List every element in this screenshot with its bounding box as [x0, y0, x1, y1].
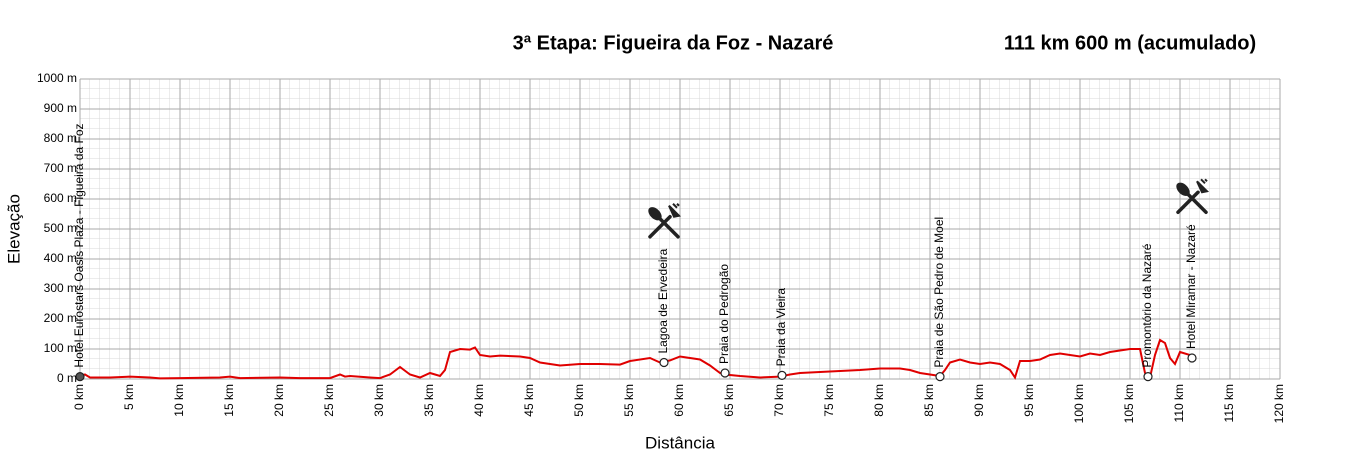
x-tick-label: 0 km — [72, 384, 86, 410]
waypoint-label: Hotel Eurostars Oasis Plaza - Figueira d… — [72, 123, 86, 367]
x-tick-label: 90 km — [972, 384, 986, 417]
x-tick-label: 60 km — [672, 384, 686, 417]
grid — [79, 78, 1281, 380]
x-tick-label: 95 km — [1022, 384, 1036, 417]
x-tick-label: 120 km — [1272, 384, 1286, 423]
x-tick-label: 25 km — [322, 384, 336, 417]
waypoint-label: Hotel Miramar - Nazaré — [1184, 224, 1198, 349]
waypoint-label: Lagoa de Ervedeira — [656, 248, 670, 353]
x-tick-label: 35 km — [422, 384, 436, 417]
x-tick-label: 115 km — [1222, 384, 1236, 422]
waypoint-label: Praia da Vieira — [774, 288, 788, 367]
y-tick-label: 1000 m — [37, 71, 77, 85]
x-tick-label: 50 km — [572, 384, 586, 417]
x-tick-label: 85 km — [922, 384, 936, 417]
waypoint-label: Praia de São Pedro de Moel — [932, 217, 946, 368]
waypoint-marker — [1143, 372, 1153, 382]
x-tick-label: 40 km — [472, 384, 486, 417]
y-tick-label: 300 m — [44, 281, 77, 295]
chart-title: 3ª Etapa: Figueira da Foz - Nazaré — [513, 32, 834, 54]
y-tick-label: 500 m — [44, 221, 77, 235]
y-tick-label: 400 m — [44, 251, 77, 265]
chart-subtitle: 111 km 600 m (acumulado) — [1004, 32, 1256, 54]
x-tick-label: 55 km — [622, 384, 636, 417]
x-tick-label: 45 km — [522, 384, 536, 417]
elevation-line — [79, 338, 1197, 380]
y-tick-label: 800 m — [44, 131, 77, 145]
waypoint-marker — [1187, 353, 1197, 363]
x-tick-label: 15 km — [222, 384, 236, 417]
x-tick-label: 75 km — [822, 384, 836, 417]
x-tick-label: 110 km — [1172, 384, 1186, 422]
y-tick-label: 700 m — [44, 161, 77, 175]
waypoint-label: Praia do Pedrogão — [717, 264, 731, 364]
x-tick-label: 20 km — [272, 384, 286, 417]
waypoint-marker — [777, 370, 787, 380]
x-tick-label: 10 km — [172, 384, 186, 417]
waypoint-label: Promontório da Nazaré — [1140, 243, 1154, 367]
waypoint-marker — [75, 372, 85, 382]
y-axis-label: Elevação — [4, 194, 23, 264]
plot — [75, 338, 1197, 382]
x-axis-label: Distância — [645, 433, 715, 452]
waypoint-marker — [935, 372, 945, 382]
x-tick-label: 70 km — [772, 384, 786, 417]
waypoint-marker — [659, 357, 669, 368]
y-tick-label: 100 m — [44, 341, 77, 355]
x-tick-label: 30 km — [372, 384, 386, 417]
y-tick-label: 200 m — [44, 311, 77, 325]
x-tick-label: 80 km — [872, 384, 886, 417]
x-tick-label: 105 km — [1122, 384, 1136, 423]
x-tick-label: 65 km — [722, 384, 736, 417]
y-tick-label: 600 m — [44, 191, 77, 205]
x-tick-label: 5 km — [122, 384, 136, 410]
y-tick-label: 0 m — [57, 371, 77, 385]
x-tick-label: 100 km — [1072, 384, 1086, 423]
y-tick-label: 900 m — [44, 101, 77, 115]
waypoint-marker — [720, 368, 730, 378]
